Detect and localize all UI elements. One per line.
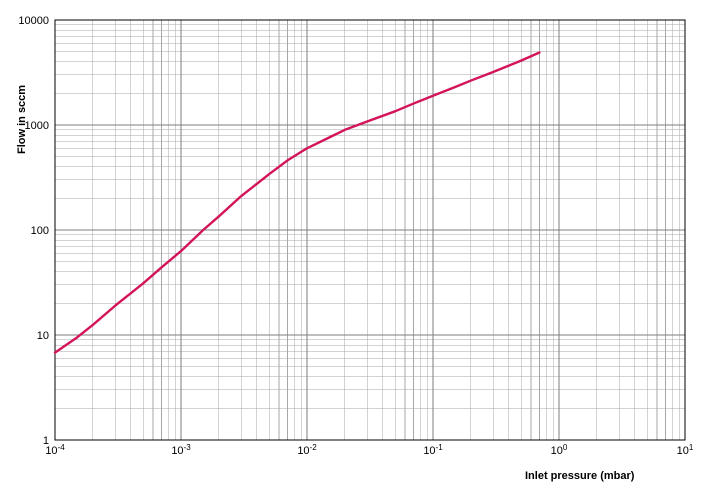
svg-text:100: 100: [551, 443, 568, 458]
svg-text:101: 101: [677, 443, 694, 458]
y-axis-label: Flow in sccm: [16, 85, 28, 154]
svg-text:10: 10: [37, 330, 49, 342]
svg-text:100: 100: [31, 225, 49, 237]
chart-svg: 10-410-310-210-1100101110100100010000: [0, 0, 709, 501]
svg-text:10-3: 10-3: [171, 443, 191, 458]
svg-text:1000: 1000: [25, 120, 49, 132]
svg-text:10-1: 10-1: [423, 443, 443, 458]
x-axis-label: Inlet pressure (mbar): [525, 470, 634, 482]
svg-text:1: 1: [43, 435, 49, 447]
chart-container: 10-410-310-210-1100101110100100010000 Fl…: [0, 0, 709, 501]
svg-text:10-2: 10-2: [297, 443, 317, 458]
svg-text:10000: 10000: [18, 15, 49, 27]
